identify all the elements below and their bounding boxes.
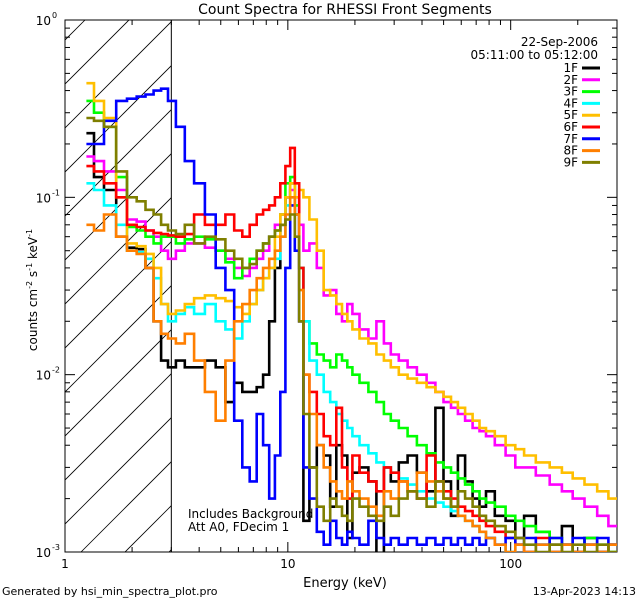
- x-tick-label: 100: [499, 557, 522, 571]
- background-hatch-region: [0, 20, 640, 552]
- hatch-line: [521, 20, 640, 552]
- timestamp-label: 13-Apr-2023 14:13: [533, 585, 636, 598]
- hatch-line: [65, 285, 172, 393]
- y-tick-exponent: -2: [52, 366, 60, 375]
- series-line-6F: [86, 146, 617, 552]
- hatch-line: [65, 241, 172, 349]
- legend-label-9F: 9F: [563, 155, 578, 169]
- hatch-line: [65, 329, 172, 437]
- legend-label-3F: 3F: [563, 85, 578, 99]
- series-line-8F: [86, 196, 617, 552]
- series-group: [86, 81, 617, 552]
- x-axis-ticks: 1 10 100: [61, 20, 618, 571]
- x-tick-label: 10: [280, 557, 295, 571]
- legend-label-1F: 1F: [563, 61, 578, 75]
- generated-by-label: Generated by hsi_min_spectra_plot.pro: [2, 585, 218, 598]
- x-axis-label: Energy (keV): [303, 576, 387, 591]
- series-line-1F: [86, 131, 617, 552]
- plot-frame: [64, 19, 618, 553]
- series-line-2F: [86, 155, 617, 528]
- x-tick-label: 1: [61, 557, 69, 571]
- hatch-line: [65, 65, 172, 173]
- legend-label-7F: 7F: [563, 132, 578, 146]
- series-line-9F: [86, 116, 617, 552]
- hatch-line: [80, 461, 172, 552]
- y-tick-label: 10: [36, 14, 51, 28]
- y-tick-exponent: -1: [52, 188, 60, 197]
- hatch-line: [477, 20, 640, 552]
- y-tick-label: 10: [36, 546, 51, 560]
- hatch-lines: [0, 20, 640, 552]
- y-tick-exponent: -3: [52, 543, 60, 552]
- y-tick-label: 10: [36, 191, 51, 205]
- hatch-line: [65, 21, 172, 129]
- date-label: 22-Sep-2006: [521, 35, 598, 49]
- y-tick-label: 10: [36, 369, 51, 383]
- series-line-5F: [86, 81, 617, 500]
- legend-label-4F: 4F: [563, 96, 578, 110]
- y-axis-label: counts cm-2 s-1 keV-1: [25, 229, 40, 351]
- legend-label-5F: 5F: [563, 108, 578, 122]
- annotation-attenuator: Att A0, FDecim 1: [188, 520, 289, 534]
- legend-label-6F: 6F: [563, 120, 578, 134]
- hatch-line: [65, 417, 172, 525]
- hatch-line: [0, 20, 41, 552]
- annotation-background: Includes Background: [188, 507, 313, 521]
- legend-label-8F: 8F: [563, 144, 578, 158]
- chart-title: Count Spectra for RHESSI Front Segments: [198, 2, 492, 18]
- hatch-line: [257, 20, 640, 552]
- series-line-3F: [86, 99, 617, 552]
- hatch-line: [345, 20, 640, 552]
- legend-label-2F: 2F: [563, 73, 578, 87]
- hatch-line: [65, 373, 172, 481]
- hatch-line: [609, 20, 640, 552]
- time-range-label: 05:11:00 to 05:12:00: [471, 48, 598, 62]
- hatch-line: [65, 197, 172, 305]
- y-tick-exponent: 0: [52, 11, 57, 20]
